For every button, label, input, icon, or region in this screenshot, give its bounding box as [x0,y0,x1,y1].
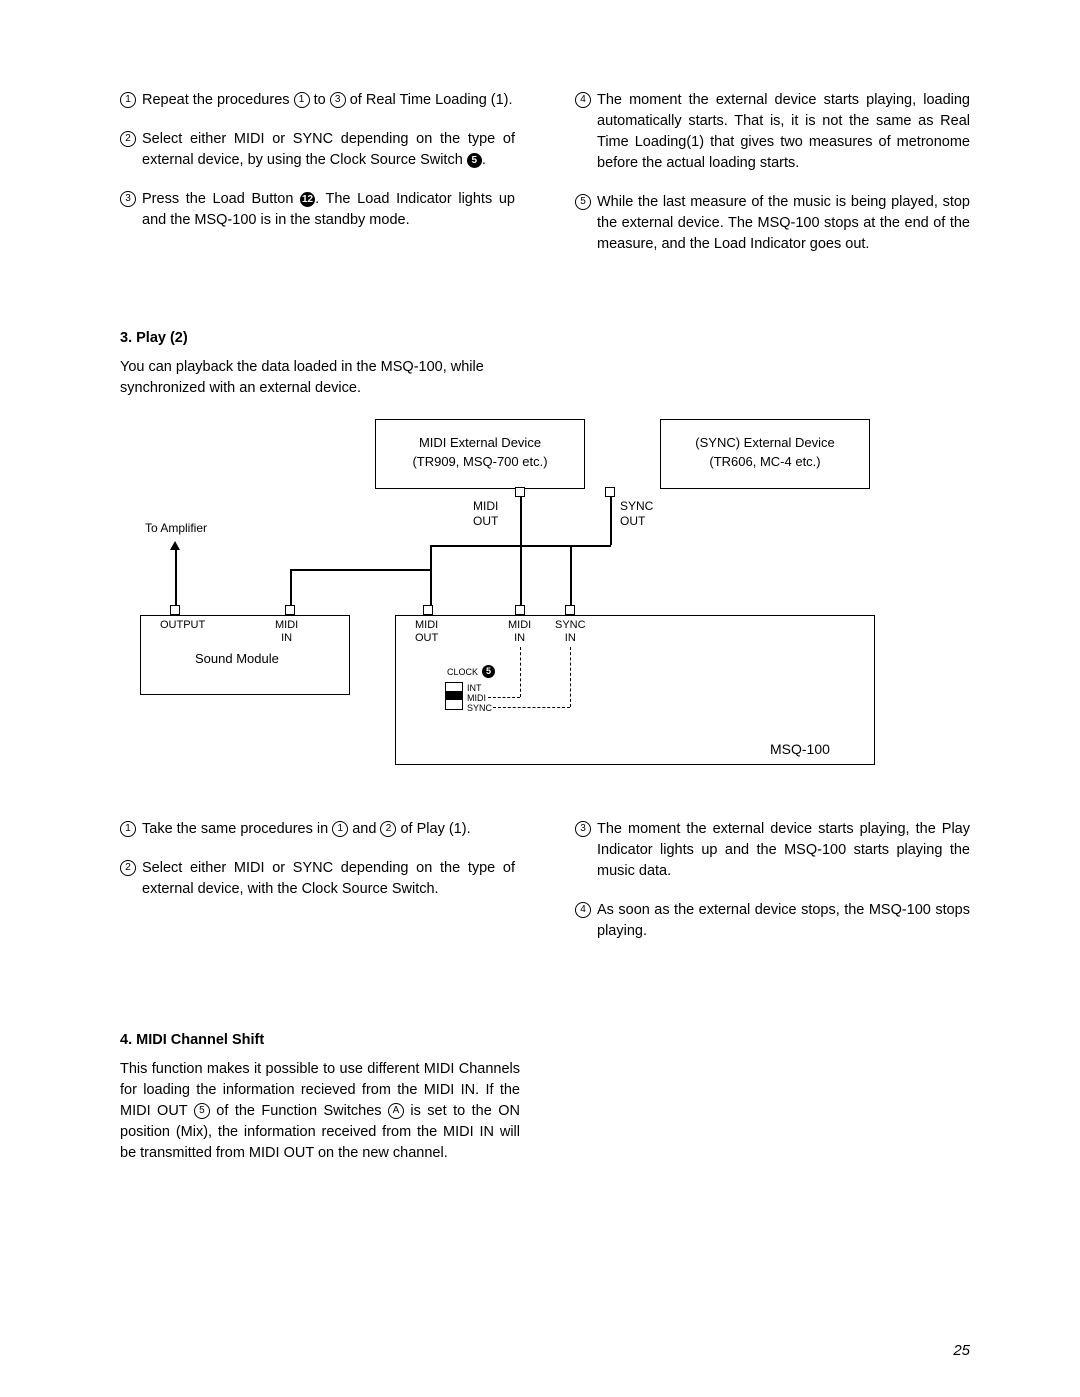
connection-diagram: MIDI External Device (TR909, MSQ-700 etc… [120,419,960,789]
section-3: 3. Play (2) You can playback the data lo… [120,328,970,399]
step-3: 3 Press the Load Button 12. The Load Ind… [120,189,515,231]
label-msq-sync-in: SYNC IN [555,619,586,645]
line-amp [175,550,177,605]
play-step-2: 2 Select either MIDI or SYNC depending o… [120,858,515,900]
play-step-3: 3 The moment the external device starts … [575,819,970,882]
left-col: 1 Repeat the procedures 1 to 3 of Real T… [120,90,515,273]
dash-sync-v [570,647,571,707]
label-msq: MSQ-100 [770,741,830,758]
marker-2: 2 [120,129,142,171]
text-2: Select either MIDI or SYNC depending on … [142,129,515,171]
midi-ext-l1: MIDI External Device [376,434,584,453]
to-amp-label: To Amplifier [145,521,207,535]
clock-switch [445,682,463,710]
text-4: The moment the external device starts pl… [597,90,970,174]
sync-ext-l2: (TR606, MC-4 etc.) [661,453,869,472]
line-branch-left-v [430,545,432,569]
marker-3: 3 [120,189,142,231]
label-msq-midi-out: MIDI OUT [415,619,438,645]
play-text-1: Take the same procedures in 1 and 2 of P… [142,819,515,840]
play-text-4: As soon as the external device stops, th… [597,900,970,942]
play-step-1: 1 Take the same procedures in 1 and 2 of… [120,819,515,840]
sw-midi: MIDI [467,694,486,703]
text-1: Repeat the procedures 1 to 3 of Real Tim… [142,90,515,111]
marker-5: 5 [575,192,597,255]
dash-sync-h [493,707,570,708]
label-msq-midi-in: MIDI IN [508,619,531,645]
section-4: 4. MIDI Channel Shift This function make… [120,1030,520,1164]
section-4-title: 4. MIDI Channel Shift [120,1030,520,1051]
dash-midi-v [520,647,521,697]
sw-sync: SYNC [467,704,492,713]
step-5: 5 While the last measure of the music is… [575,192,970,255]
line-sync-h [430,545,611,547]
port-msq-midi-out [423,605,433,615]
page-number: 25 [953,1340,970,1362]
sw-int: INT [467,684,482,693]
sync-ext-box: (SYNC) External Device (TR606, MC-4 etc.… [660,419,870,489]
play-text-2: Select either MIDI or SYNC depending on … [142,858,515,900]
port-msq-sync-in [565,605,575,615]
dash-midi-h [488,697,520,698]
label-sm-midi-in: MIDI IN [275,619,298,645]
label-sync-out-ext: SYNC OUT [620,499,653,528]
line-to-msq-midiout [430,569,432,605]
line-branch-left-h [290,569,430,571]
arrow-to-amp [170,541,180,550]
port-sm-midi-in [285,605,295,615]
port-output [170,605,180,615]
label-output: OUTPUT [160,619,205,632]
line-midi-ext-to-msq [520,497,522,605]
port-midi-out-ext [515,487,525,497]
play-text-3: The moment the external device starts pl… [597,819,970,882]
sync-ext-l1: (SYNC) External Device [661,434,869,453]
midi-ext-box: MIDI External Device (TR909, MSQ-700 etc… [375,419,585,489]
midi-ext-l2: (TR909, MSQ-700 etc.) [376,453,584,472]
marker-4: 4 [575,90,597,174]
mid-right: 3 The moment the external device starts … [575,819,970,960]
step-4: 4 The moment the external device starts … [575,90,970,174]
manual-page: 1 Repeat the procedures 1 to 3 of Real T… [0,0,1080,1397]
marker-1: 1 [120,90,142,111]
port-sync-out-ext [605,487,615,497]
step-1: 1 Repeat the procedures 1 to 3 of Real T… [120,90,515,111]
section-3-title: 3. Play (2) [120,328,970,349]
play-step-4: 4 As soon as the external device stops, … [575,900,970,942]
text-5: While the last measure of the music is b… [597,192,970,255]
port-msq-midi-in [515,605,525,615]
section-4-body: This function makes it possible to use d… [120,1059,520,1164]
label-midi-out-ext: MIDI OUT [473,499,498,528]
step-2: 2 Select either MIDI or SYNC depending o… [120,129,515,171]
line-sync-v1 [610,497,612,545]
line-to-sm [290,569,292,605]
label-sound-module: Sound Module [195,651,279,667]
label-clock: CLOCK [447,667,478,678]
section-3-intro: You can playback the data loaded in the … [120,357,520,399]
top-items: 1 Repeat the procedures 1 to 3 of Real T… [120,90,970,273]
mid-left: 1 Take the same procedures in 1 and 2 of… [120,819,515,960]
line-to-sync-in [570,545,572,605]
text-3: Press the Load Button 12. The Load Indic… [142,189,515,231]
mid-items: 1 Take the same procedures in 1 and 2 of… [120,819,970,960]
right-col: 4 The moment the external device starts … [575,90,970,273]
